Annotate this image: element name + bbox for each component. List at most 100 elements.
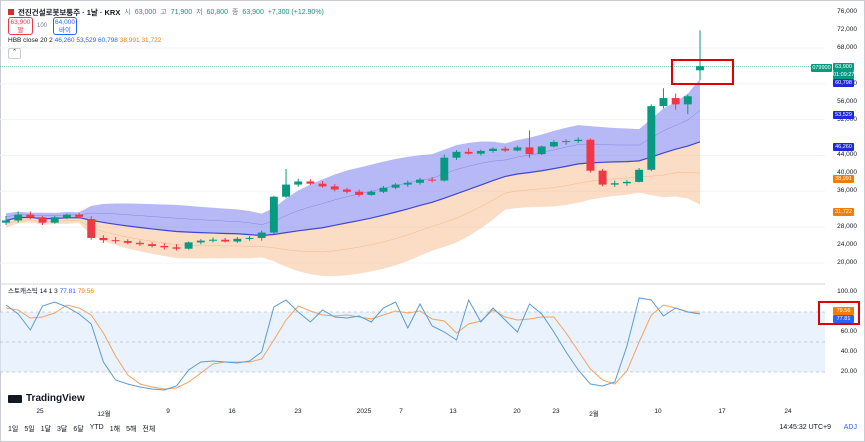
adj-toggle[interactable]: ADJ (843, 424, 857, 431)
candle-body (489, 148, 497, 151)
candle-body (2, 220, 10, 223)
candle-body (513, 147, 522, 151)
time-tick-label: 10 (654, 408, 662, 415)
candle-body (525, 147, 534, 155)
buy-price: 64,000 (55, 19, 75, 26)
high-label: 고 (160, 9, 167, 16)
candle-body (38, 217, 47, 223)
tf-1y[interactable]: 1해 (109, 426, 121, 433)
time-tick-label: 13 (449, 408, 457, 415)
mid1-band-tag: 53,529 (833, 111, 854, 119)
buy-label: 바이 (59, 27, 71, 34)
candle-body (172, 247, 181, 249)
hbb-v5: 31,722 (141, 37, 162, 44)
candle-body (391, 184, 400, 188)
price-tick-label: 20,000 (837, 259, 857, 267)
collapse-legend-button[interactable]: ⌃ (8, 48, 21, 59)
tf-6m[interactable]: 6달 (73, 426, 84, 433)
low1-band-tag: 38,991 (833, 175, 854, 183)
candle-body (622, 181, 631, 184)
candle-body (148, 244, 157, 246)
symbol-header: 전진건설로봇보통주 · 1날 · KRX 시 63,000 고 71,900 저 60… (8, 6, 324, 18)
tradingview-logo[interactable]: TradingView (8, 393, 85, 404)
candle-body (245, 237, 254, 239)
candle-body (683, 96, 692, 105)
hbb-legend[interactable]: HBB close 20 2 46,260 53,529 60,798 38,9… (8, 37, 161, 44)
bollinger-bands (0, 47, 825, 277)
low-value: 60,800 (206, 8, 228, 16)
low2-band-tag: 31,722 (833, 208, 854, 216)
sell-label: 팔 (17, 27, 24, 34)
price-tick-label: 68,000 (837, 43, 857, 51)
tf-1m[interactable]: 1달 (40, 426, 52, 433)
candle-body (221, 239, 230, 242)
price-tick-label: 76,000 (837, 8, 857, 15)
time-tick-label: 20 (513, 408, 521, 415)
tf-ytd[interactable]: YTD (89, 424, 104, 431)
candle-body (123, 241, 132, 243)
candle-body (659, 98, 668, 107)
candle-body (501, 148, 510, 151)
candle-body (586, 139, 595, 171)
candle-body (160, 246, 169, 248)
time-tick-label: 9 (166, 408, 170, 415)
stoch-tick-label: 100.00 (837, 288, 857, 295)
low-label: 저 (196, 9, 203, 16)
candle-body (452, 151, 461, 158)
time-tick-label: 2025 (356, 408, 372, 415)
candle-body (416, 179, 424, 183)
candle-body (294, 181, 303, 185)
tf-1d[interactable]: 1일 (8, 426, 19, 433)
buy-button[interactable]: 64,000 바이 (53, 17, 77, 35)
candle-body (355, 191, 364, 195)
tf-all[interactable]: 전체 (142, 426, 156, 433)
candle-body (135, 242, 144, 245)
countdown-tag: 01:09:27 (833, 71, 855, 79)
candle-body (282, 184, 290, 197)
close-label: 종 (231, 9, 239, 16)
price-tick-label: 28,000 (837, 223, 857, 231)
symbol-name[interactable]: 전진건설로봇보통주 · 1날 · KRX (18, 7, 121, 17)
candle-body (269, 196, 278, 233)
close-value: 63,900 (242, 8, 264, 16)
stoch-d-line (5, 304, 700, 390)
candle-body (647, 106, 656, 170)
candle-body (367, 191, 376, 195)
clock[interactable]: 14:45:32 UTC+9 (779, 424, 831, 431)
lower-band-fill (6, 141, 700, 277)
upper-band-fill (6, 79, 700, 236)
price-tick-label: 52,000 (837, 115, 857, 123)
stoch-tick-label: 40.00 (840, 348, 857, 355)
open-value: 63,000 (134, 8, 157, 16)
candle-body (233, 238, 242, 242)
candle-body (257, 232, 266, 238)
kr-flag-icon (8, 9, 14, 15)
candle-body (184, 242, 193, 249)
candle-body (306, 181, 315, 184)
candle-body (26, 214, 35, 218)
change-value: +7,300 (+12.90%) (267, 8, 324, 16)
time-tick-label: 16 (228, 408, 236, 415)
tf-5y[interactable]: 5해 (126, 426, 137, 433)
candle-body (537, 146, 546, 155)
time-tick-label: 24 (784, 408, 792, 415)
candle-body (562, 141, 571, 143)
price-tick-label: 24,000 (837, 241, 857, 249)
sell-button[interactable]: 63,900 팔 (8, 17, 33, 35)
candlestick-series (2, 30, 704, 251)
tf-5d[interactable]: 5일 (24, 426, 35, 433)
upper-inner-line (5, 110, 701, 225)
time-tick-label: 25 (36, 408, 44, 415)
tf-3m[interactable]: 3달 (57, 426, 68, 433)
stoch-legend[interactable]: 스토캐스틱 14 1 3 77.81 79.56 (8, 285, 94, 295)
sell-price: 63,900 (10, 19, 31, 26)
hbb-v3: 60,798 (98, 37, 118, 44)
highlight-boxes (671, 59, 860, 325)
timeframe-bar: 1일 5일 1달 3달 6달 YTD 1해 5해 전체 (8, 424, 155, 434)
candle-body (635, 169, 644, 182)
stochastic-pane (0, 283, 825, 391)
candle-body (14, 214, 23, 221)
stoch-k-line (5, 297, 701, 391)
candle-body (574, 139, 583, 142)
